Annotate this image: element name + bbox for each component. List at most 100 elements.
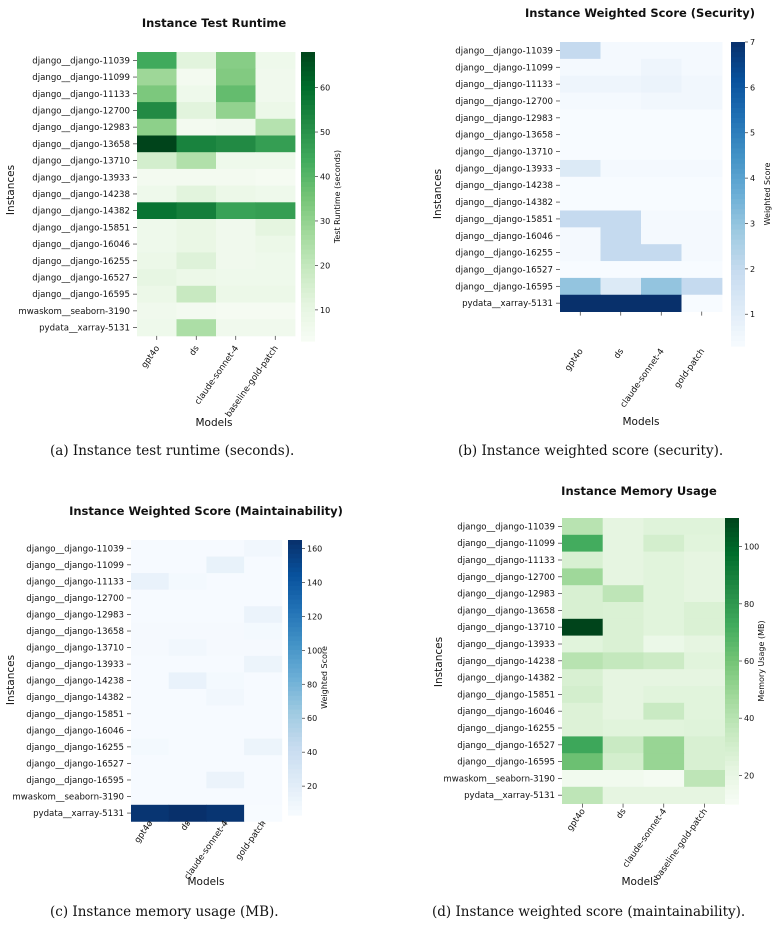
heatmap-cell: [137, 102, 177, 120]
colorbar-segment: [288, 709, 302, 715]
colorbar-segment: [301, 326, 315, 332]
heatmap-cell: [216, 102, 256, 120]
row-label: django__django-13933: [457, 640, 555, 650]
colorbar-segment: [731, 204, 745, 210]
heatmap-cell: [168, 622, 207, 640]
colorbar-segment: [288, 746, 302, 752]
heatmap-cell: [602, 786, 644, 804]
heatmap-cell: [641, 193, 682, 211]
colorbar-segment: [288, 613, 302, 619]
heatmap-cell: [168, 738, 207, 756]
heatmap-cell: [244, 606, 283, 624]
heatmap-cell: [244, 788, 283, 806]
colorbar-segment: [301, 80, 315, 87]
colorbar-segment: [288, 654, 302, 660]
column-label: gpt4o: [140, 344, 163, 370]
colorbar-segment: [288, 686, 302, 692]
heatmap-cell: [681, 126, 723, 144]
row-label: django__django-16595: [26, 776, 124, 786]
heatmap-cell: [176, 135, 217, 153]
colorbar-tick-label: 80: [744, 600, 754, 609]
heatmap-cell: [562, 635, 604, 653]
colorbar-segment: [731, 300, 745, 307]
heatmap-cell: [562, 719, 604, 737]
heatmap-cell: [560, 159, 601, 178]
heatmap-cell: [684, 618, 726, 636]
heatmap-cell: [131, 755, 170, 773]
row-label: django__django-13658: [26, 627, 124, 637]
caption-c: (c) Instance memory usage (MB).: [50, 904, 279, 920]
colorbar-segment: [725, 761, 739, 767]
colorbar-segment: [301, 153, 315, 159]
colorbar-segment: [725, 722, 739, 729]
colorbar-segment: [725, 789, 739, 796]
heatmap-cell: [255, 285, 296, 303]
heatmap-cell: [176, 85, 217, 103]
heatmap-cell: [641, 261, 682, 279]
row-label: pydata__xarray-5131: [39, 324, 130, 334]
heatmap-cell: [137, 152, 177, 170]
colorbar-segment: [301, 109, 315, 116]
heatmap-cell: [602, 585, 644, 603]
colorbar-tick-label: 4: [750, 174, 755, 183]
colorbar-segment: [725, 646, 739, 653]
y-axis-label: Instances: [5, 655, 17, 705]
colorbar-segment: [301, 138, 315, 145]
colorbar-segment: [725, 794, 739, 800]
colorbar-segment: [288, 801, 302, 807]
colorbar-segment: [288, 540, 302, 546]
colorbar-segment: [725, 556, 739, 562]
colorbar-segment: [731, 234, 745, 241]
row-label: django__django-15851: [455, 215, 553, 225]
heatmap-cell: [643, 736, 685, 754]
colorbar-segment: [301, 124, 315, 130]
heatmap-cell: [216, 319, 256, 337]
heatmap-cell: [681, 210, 723, 228]
colorbar-segment: [731, 325, 745, 332]
row-label: mwaskom__seaborn-3190: [18, 307, 130, 317]
heatmap-cell: [131, 573, 170, 591]
row-label: django__django-11133: [26, 577, 124, 587]
heatmap-cell: [643, 770, 685, 788]
heatmap-cell: [131, 771, 170, 789]
heatmap-cell: [216, 252, 256, 270]
heatmap-cell: [602, 753, 644, 771]
colorbar-segment: [288, 677, 302, 683]
heatmap-cell: [641, 176, 682, 195]
colorbar-segment: [725, 656, 739, 662]
heatmap-cell: [684, 786, 726, 804]
colorbar-segment: [301, 235, 315, 241]
caption-b: (b) Instance weighted score (security).: [458, 443, 724, 459]
colorbar-segment: [301, 66, 315, 72]
row-label: django__django-16527: [26, 759, 124, 769]
colorbar-segment: [725, 603, 739, 610]
colorbar: 20 40 60 80 100 120 140 160 Weighted Score: [288, 540, 329, 816]
colorbar-segment: [288, 723, 302, 729]
heatmap-cell: [602, 719, 644, 737]
heatmap-cell: [562, 770, 604, 788]
colorbar-segment: [301, 201, 315, 207]
colorbar-segment: [731, 102, 745, 109]
colorbar-segment: [725, 708, 739, 715]
heatmap-cell: [643, 534, 685, 552]
colorbar-segment: [731, 87, 745, 94]
column-label: claude-sonnet-4: [619, 347, 667, 410]
colorbar-segment: [731, 188, 745, 195]
heatmap-cell: [560, 244, 601, 262]
colorbar-segment: [288, 732, 302, 738]
heatmap-cell: [176, 68, 217, 86]
colorbar-segment: [725, 694, 739, 700]
heatmap-cell: [244, 771, 283, 789]
heatmap-cell: [560, 75, 601, 93]
y-axis-label: Instances: [432, 169, 444, 219]
heatmap-cell: [600, 75, 642, 93]
colorbar-segment: [301, 283, 315, 289]
heatmap-cell: [681, 176, 723, 195]
row-label: django__django-14382: [26, 693, 124, 703]
heatmap-cell: [168, 688, 207, 706]
colorbar-segment: [301, 206, 315, 212]
colorbar-segment: [731, 280, 745, 286]
column-label: gold-patch: [673, 347, 708, 390]
heatmap-cell: [244, 540, 283, 557]
heatmap-cell: [560, 210, 601, 228]
